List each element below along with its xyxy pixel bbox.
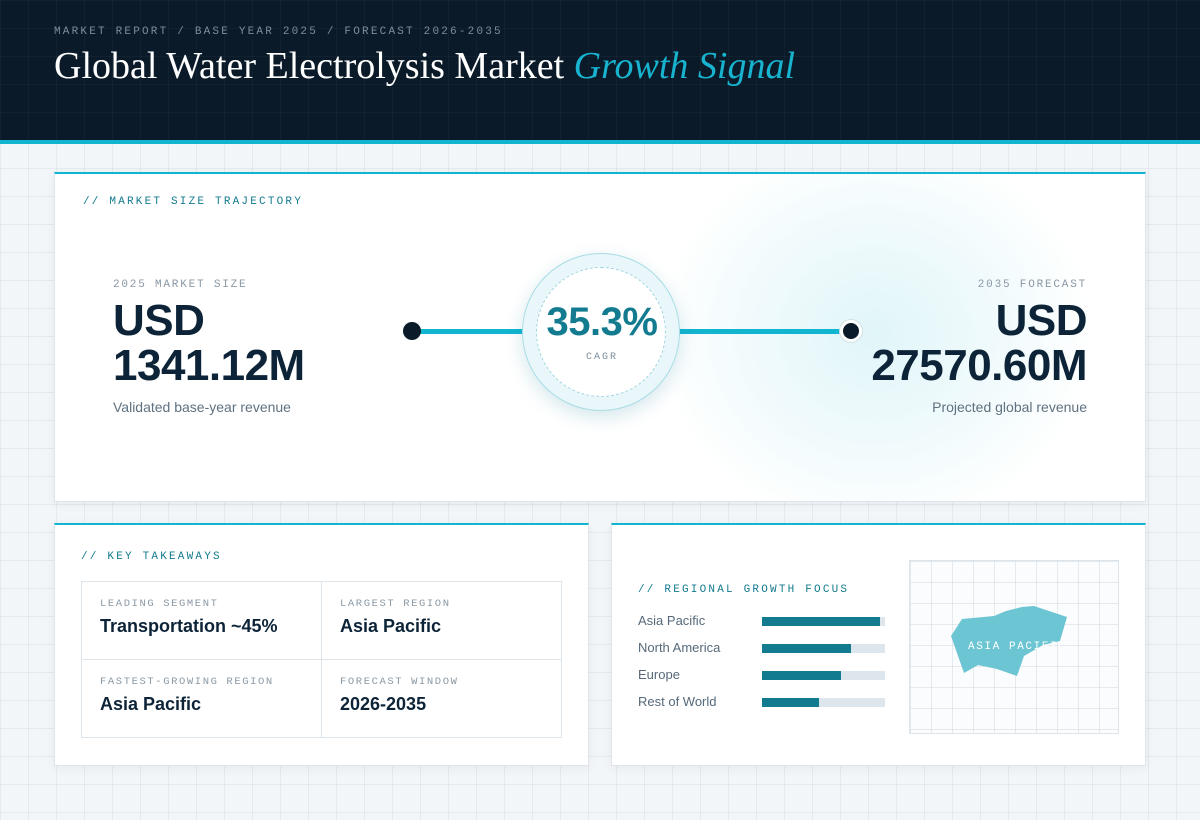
region-bar-track bbox=[762, 644, 885, 653]
region-bar-track bbox=[762, 617, 885, 626]
trajectory-line-left bbox=[415, 329, 535, 334]
breadcrumb: MARKET REPORT / BASE YEAR 2025 / FORECAS… bbox=[54, 26, 503, 38]
takeaway-leading-segment: LEADING SEGMENT Transportation ~45% bbox=[82, 582, 322, 660]
map-region-label: ASIA PACIFIC bbox=[968, 641, 1067, 653]
region-bar-track bbox=[762, 698, 885, 707]
region-name: Europe bbox=[638, 667, 680, 682]
base-year-caption: Validated base-year revenue bbox=[113, 399, 291, 415]
page-title: Global Water Electrolysis Market Growth … bbox=[54, 44, 795, 88]
takeaway-value: Asia Pacific bbox=[340, 616, 442, 636]
market-size-trajectory-card: // MARKET SIZE TRAJECTORY 2025 MARKET SI… bbox=[54, 172, 1146, 502]
region-bar-fill bbox=[762, 617, 881, 626]
forecast-currency: USD bbox=[995, 296, 1088, 345]
takeaway-forecast-window: FORECAST WINDOW 2026-2035 bbox=[322, 660, 562, 738]
region-map: ASIA PACIFIC bbox=[909, 560, 1119, 734]
base-year-currency: USD bbox=[113, 296, 205, 345]
forecast-label: 2035 FORECAST bbox=[977, 279, 1087, 291]
page-title-main: Global Water Electrolysis Market bbox=[54, 45, 565, 87]
takeaway-value: Asia Pacific bbox=[100, 694, 202, 714]
region-row-rest-of-world: Rest of World bbox=[638, 694, 888, 721]
region-name: Rest of World bbox=[638, 694, 717, 709]
report-header: MARKET REPORT / BASE YEAR 2025 / FORECAS… bbox=[0, 0, 1200, 144]
region-name: North America bbox=[638, 640, 721, 655]
forecast-value: USD 27570.60M bbox=[871, 298, 1087, 388]
base-year-value: USD 1341.12M bbox=[113, 298, 305, 388]
page-title-accent: Growth Signal bbox=[573, 45, 795, 87]
cagr-badge-inner: 35.3% CAGR bbox=[536, 267, 666, 397]
takeaway-value: Transportation ~45% bbox=[100, 616, 278, 636]
key-takeaways-card: // KEY TAKEAWAYS LEADING SEGMENT Transpo… bbox=[54, 523, 589, 766]
region-row-europe: Europe bbox=[638, 667, 888, 694]
takeaway-largest-region: LARGEST REGION Asia Pacific bbox=[322, 582, 562, 660]
takeaway-fastest-growing-region: FASTEST-GROWING REGION Asia Pacific bbox=[82, 660, 322, 738]
takeaway-value: 2026-2035 bbox=[340, 694, 427, 714]
asia-pacific-shape bbox=[951, 606, 1067, 676]
region-bar-fill bbox=[762, 698, 819, 707]
takeaway-label: FASTEST-GROWING REGION bbox=[100, 676, 274, 688]
takeaway-label: LARGEST REGION bbox=[340, 598, 451, 610]
asia-pacific-map-icon bbox=[951, 606, 1067, 676]
end-point-dot bbox=[840, 320, 862, 342]
takeaway-label: LEADING SEGMENT bbox=[100, 598, 219, 610]
region-row-north-america: North America bbox=[638, 640, 888, 667]
region-bar-list: Asia Pacific North America Europe Rest o… bbox=[638, 613, 888, 721]
start-point-dot bbox=[403, 322, 421, 340]
background-glow bbox=[655, 174, 1095, 501]
region-bar-fill bbox=[762, 671, 841, 680]
region-bar-track bbox=[762, 671, 885, 680]
cagr-caption: CAGR bbox=[585, 352, 618, 363]
regional-section-label: // REGIONAL GROWTH FOCUS bbox=[638, 584, 850, 596]
trajectory-section-label: // MARKET SIZE TRAJECTORY bbox=[83, 196, 304, 208]
region-name: Asia Pacific bbox=[638, 613, 706, 628]
base-year-label: 2025 MARKET SIZE bbox=[113, 279, 248, 291]
takeaways-section-label: // KEY TAKEAWAYS bbox=[81, 551, 222, 563]
takeaway-label: FORECAST WINDOW bbox=[340, 676, 459, 688]
forecast-caption: Projected global revenue bbox=[932, 399, 1087, 415]
region-bar-fill bbox=[762, 644, 851, 653]
regional-growth-card: // REGIONAL GROWTH FOCUS Asia Pacific No… bbox=[611, 523, 1146, 766]
trajectory-line-right bbox=[665, 329, 850, 334]
cagr-value: 35.3% bbox=[546, 300, 658, 344]
base-year-amount: 1341.12M bbox=[113, 341, 305, 390]
takeaways-grid: LEADING SEGMENT Transportation ~45% LARG… bbox=[81, 581, 562, 738]
forecast-amount: 27570.60M bbox=[871, 341, 1087, 390]
region-row-asia-pacific: Asia Pacific bbox=[638, 613, 888, 640]
cagr-badge: 35.3% CAGR bbox=[522, 253, 680, 411]
